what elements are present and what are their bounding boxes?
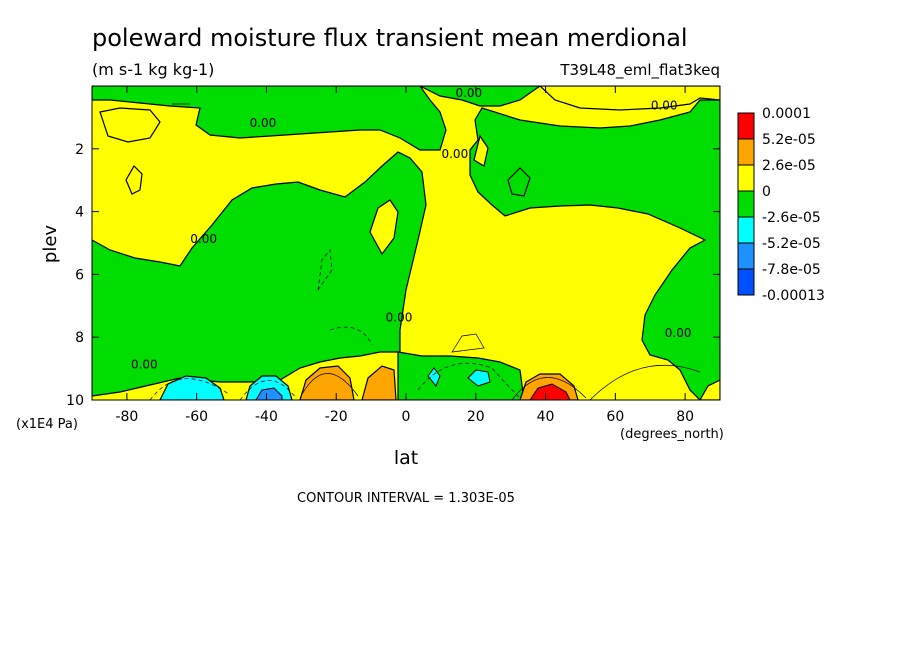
x-tick-label: -20	[325, 409, 348, 425]
colorbar-label: -2.6e-05	[762, 210, 821, 226]
y-tick-label: 4	[75, 205, 84, 221]
dashed-contour-3	[317, 249, 333, 291]
contour-label: 0.00	[190, 232, 217, 246]
x-axis: -80 -60 -40 -20 0 20 40 60 80	[115, 86, 694, 425]
contour-label: 0.00	[250, 116, 277, 130]
x-tick-label: 80	[676, 409, 694, 425]
negative-region-main	[92, 151, 427, 397]
colorbar-label: -7.8e-05	[762, 262, 821, 278]
dashed-contour-4	[329, 326, 373, 346]
x-tick-label: -40	[255, 409, 278, 425]
contour-label: 0.00	[651, 99, 678, 113]
negative-region-low-tropics	[397, 351, 525, 400]
y-unit-label: (x1E4 Pa)	[16, 417, 78, 432]
contour-labels: 0.00 0.00 0.00 0.00 0.00 0.00 0.00 0.00	[131, 86, 692, 372]
contour-field: 0.00 0.00 0.00 0.00 0.00 0.00 0.00 0.00	[92, 86, 720, 400]
x-axis-label: lat	[394, 447, 418, 469]
x-tick-label: -80	[115, 409, 138, 425]
positive-region-top-right	[539, 86, 720, 111]
positive-island-3	[473, 134, 489, 167]
colorbar: 0.0001 5.2e-05 2.6e-05 0 -2.6e-05 -5.2e-05 -7.…	[737, 106, 825, 304]
x-tick-label: 40	[537, 409, 555, 425]
dashed-contour-5	[417, 362, 521, 399]
negative-patch-5N	[427, 367, 441, 387]
colorbar-label: -5.2e-05	[762, 236, 821, 252]
positive-island-top-left	[99, 107, 161, 143]
y-tick-label: 2	[75, 142, 84, 158]
negative-core-40S	[255, 387, 283, 400]
contour-label: 0.00	[386, 311, 413, 325]
chart-title: poleward moisture flux transient mean me…	[92, 24, 688, 52]
colorbar-swatch	[737, 216, 755, 244]
positive-island-1	[125, 165, 143, 195]
negative-region-top-left	[92, 86, 447, 151]
solid-contour-4	[451, 333, 485, 353]
y-tick-label: 10	[66, 393, 84, 409]
dashed-contour-2	[239, 380, 297, 400]
contour-label: 0.00	[455, 86, 482, 100]
colorbar-label: 5.2e-05	[762, 132, 816, 148]
positive-patch-20S	[299, 365, 355, 400]
x-tick-label: 20	[467, 409, 485, 425]
x-tick-label: 60	[606, 409, 624, 425]
positive-patch-low-north	[699, 379, 720, 400]
positive-patch-5S	[361, 365, 397, 400]
contour-interval: CONTOUR INTERVAL = 1.303E-05	[297, 491, 515, 506]
solid-contour-2	[511, 377, 587, 400]
negative-region-top-mid	[419, 86, 542, 107]
contour-label: 0.00	[441, 147, 468, 161]
chart-units: (m s-1 kg kg-1)	[92, 60, 214, 79]
colorbar-label: 0.0001	[762, 106, 811, 122]
positive-core-40N	[529, 383, 571, 400]
colorbar-swatch	[737, 268, 755, 296]
colorbar-swatch	[737, 190, 755, 218]
contour-label: 0.00	[131, 358, 158, 372]
y-axis-label: plev	[40, 225, 61, 264]
y-tick-label: 6	[75, 267, 84, 283]
solid-contour-3	[589, 364, 701, 400]
x-unit-label: (degrees_north)	[620, 427, 724, 442]
x-tick-label: 0	[402, 409, 411, 425]
colorbar-swatch	[737, 112, 755, 140]
positive-island-2	[369, 199, 399, 256]
colorbar-label: -0.00013	[762, 288, 825, 304]
colorbar-swatch	[737, 164, 755, 192]
negative-island-right	[507, 167, 531, 197]
contour-label: 0.00	[665, 326, 692, 340]
dataset-label: T39L48_eml_flat3keq	[559, 61, 720, 80]
x-tick-label: -60	[185, 409, 208, 425]
negative-patch-20N	[467, 369, 491, 387]
y-axis: 2 4 6 8 10	[66, 142, 720, 409]
colorbar-label: 0	[762, 184, 771, 200]
solid-contour-1	[299, 373, 359, 399]
colorbar-swatch	[737, 138, 755, 166]
colorbar-swatch	[737, 242, 755, 270]
dashed-contour-1	[149, 378, 231, 400]
colorbar-label: 2.6e-05	[762, 158, 816, 174]
y-tick-label: 8	[75, 330, 84, 346]
negative-region-north	[469, 86, 720, 400]
